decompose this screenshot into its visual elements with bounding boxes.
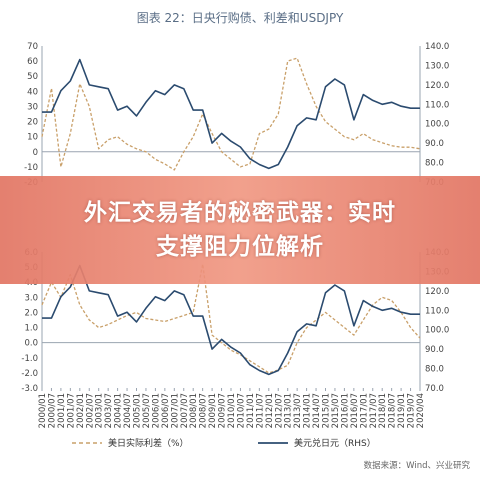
bottom-right-tick-label: 110.0 [425, 306, 449, 316]
x-tick-label: 2013/07 [293, 393, 303, 428]
x-tick-label: 2019/01 [397, 393, 407, 428]
top-series-spread [41, 57, 421, 171]
top-left-tick-label: 10 [27, 133, 38, 143]
overlay-title-banner: 外汇交易者的秘密武器：实时 支撑阻力位解析 [0, 176, 480, 284]
bottom-left-tick-label: 3.0 [24, 293, 38, 303]
x-tick-label: 2006/07 [161, 393, 171, 428]
bottom-left-tick-label: 2.0 [24, 308, 38, 318]
top-left-tick-label: 30 [27, 102, 38, 112]
x-tick-label: 2016/01 [340, 393, 350, 428]
x-tick-label: 2014/07 [312, 393, 322, 428]
x-tick-label: 2011/07 [255, 393, 265, 428]
top-series-usdjpy [42, 58, 420, 170]
x-tick-label: 2017/01 [359, 393, 369, 428]
top-right-tick-label: 120.0 [425, 81, 449, 91]
x-tick-label: 2009/01 [208, 393, 218, 428]
bottom-left-tick-label: -3.0 [21, 384, 38, 394]
legend-spread: 美日实际利差（%） [108, 437, 189, 449]
x-tick-label: 2002/07 [85, 393, 95, 428]
x-tick-label: 2014/01 [303, 393, 313, 428]
x-tick-label: 2008/01 [189, 393, 199, 428]
x-tick-label: 2015/01 [322, 393, 332, 428]
bottom-right-tick-label: 70.0 [425, 384, 444, 394]
top-right-tick-label: 140.0 [425, 42, 449, 52]
top-right-tick-label: 80.0 [425, 159, 444, 169]
x-tick-label: 2003/07 [104, 393, 114, 428]
x-tick-label: 2012/07 [274, 393, 284, 428]
bottom-right-tick-label: 90.0 [425, 345, 444, 355]
legend-usdjpy: 美元兑日元（RHS） [294, 437, 376, 449]
bottom-left-tick-label: 1.0 [24, 324, 38, 334]
x-tick-label: 2011/01 [246, 393, 256, 428]
overlay-title-line2: 支撑阻力位解析 [156, 234, 324, 260]
bottom-left-tick-label: 0.0 [24, 339, 38, 349]
legend: 美日实际利差（%） 美元兑日元（RHS） [72, 437, 376, 449]
x-tick-label: 2010/01 [227, 393, 237, 428]
x-tick-label: 2001/01 [57, 393, 67, 428]
top-left-tick-label: 50 [27, 72, 38, 82]
x-tick-label: 2002/01 [76, 393, 86, 428]
x-tick-label: 2005/01 [133, 393, 143, 428]
x-tick-label: 2003/01 [95, 393, 105, 428]
x-tick-label: 2000/07 [47, 393, 57, 428]
x-tick-label: 2004/01 [114, 393, 124, 428]
x-tick-label: 2019/07 [407, 393, 417, 428]
x-tick-label: 2012/01 [265, 393, 275, 428]
top-left-tick-label: 60 [27, 57, 38, 67]
top-right-tick-label: 130.0 [425, 61, 449, 71]
top-series [41, 57, 421, 171]
top-left-tick-label: 0 [33, 148, 38, 158]
top-right-tick-label: 90.0 [425, 139, 444, 149]
bottom-right-tick-label: 80.0 [425, 365, 444, 375]
x-tick-label: 2018/01 [378, 393, 388, 428]
bottom-series-spread [41, 263, 421, 374]
x-tick-label: 2008/07 [199, 393, 209, 428]
x-tick-label: 2018/07 [388, 393, 398, 428]
x-tick-label: 2017/07 [369, 393, 379, 428]
x-tick-label: 2007/01 [170, 393, 180, 428]
figure-title: 图表 22：日央行购债、利差和USDJPY [137, 10, 344, 25]
top-left-tick-label: -10 [24, 163, 38, 173]
bottom-left-tick-label: -2.0 [21, 369, 38, 379]
x-axis-ticks: 2000/01 2000/07 2001/01 2001/07 2002/01 2002/… [38, 388, 426, 428]
bottom-series-usdjpy [42, 264, 420, 376]
bottom-right-tick-label: 100.0 [425, 326, 449, 336]
x-tick-label: 2016/07 [350, 393, 360, 428]
x-tick-label: 2010/07 [236, 393, 246, 428]
x-tick-label: 2007/07 [180, 393, 190, 428]
source-note: 数据来源：Wind、兴业研究 [364, 460, 471, 471]
x-tick-label: 2005/07 [142, 393, 152, 428]
x-tick-label: 2000/01 [38, 393, 48, 428]
top-left-tick-label: 20 [27, 118, 38, 128]
x-tick-label: 2001/07 [66, 393, 76, 428]
x-tick-label: 2004/07 [123, 393, 133, 428]
top-left-tick-label: 40 [27, 87, 38, 97]
top-left-tick-label: 70 [27, 42, 38, 52]
top-right-tick-label: 110.0 [425, 100, 449, 110]
x-tick-label: 2020/04 [416, 393, 426, 428]
x-tick-label: 2006/01 [151, 393, 161, 428]
overlay-title-line1: 外汇交易者的秘密武器：实时 [84, 200, 396, 226]
bottom-right-tick-label: 120.0 [425, 287, 449, 297]
x-tick-label: 2009/07 [218, 393, 228, 428]
x-tick-label: 2015/07 [331, 393, 341, 428]
bottom-left-tick-label: -1.0 [21, 354, 38, 364]
bottom-series [41, 263, 421, 376]
top-right-tick-label: 100.0 [425, 120, 449, 130]
x-tick-label: 2013/01 [284, 393, 294, 428]
